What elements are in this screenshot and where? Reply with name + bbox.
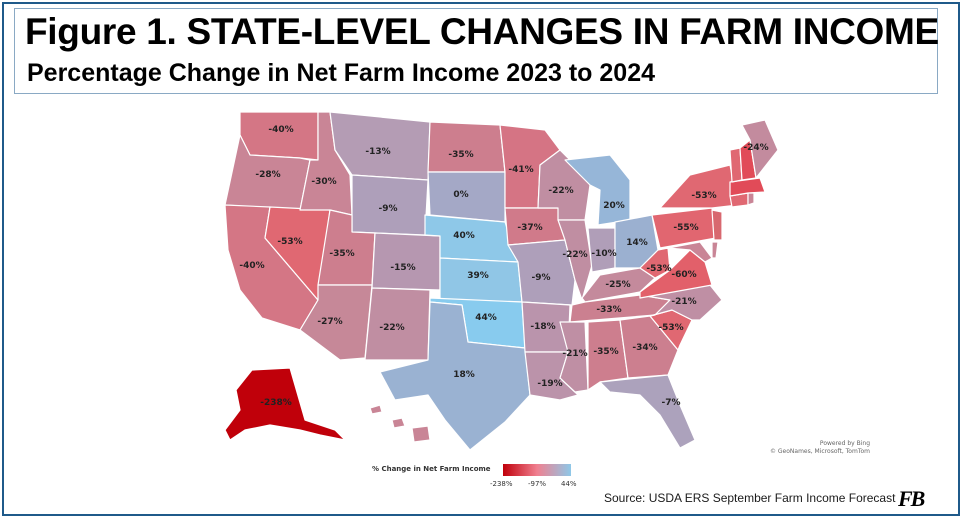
label-TX: 18% — [453, 370, 475, 380]
state-ME — [741, 119, 779, 179]
state-GA — [619, 315, 679, 379]
label-PA: -55% — [673, 223, 698, 233]
label-TN: -33% — [596, 305, 621, 315]
label-AL: -35% — [593, 347, 618, 357]
legend-tick-max: 44% — [561, 480, 577, 488]
label-ID: -30% — [311, 177, 336, 187]
state-NJ — [711, 209, 723, 241]
state-AK — [224, 367, 346, 441]
state-MS — [559, 321, 589, 393]
figure-title: Figure 1. STATE-LEVEL CHANGES IN FARM IN… — [25, 11, 939, 52]
source-note: Source: USDA ERS September Farm Income F… — [604, 491, 896, 505]
label-NE: 40% — [453, 231, 475, 241]
legend-color-bar — [503, 464, 571, 476]
legend-tick-mid: -97% — [528, 480, 547, 488]
figure-subtitle: Percentage Change in Net Farm Income 202… — [27, 59, 656, 87]
state-RI — [747, 192, 755, 206]
fb-logo: FB — [898, 486, 925, 511]
label-FL: -7% — [661, 398, 680, 408]
state-MI — [564, 154, 631, 226]
label-MI: 20% — [603, 201, 625, 211]
label-KS: 39% — [467, 271, 489, 281]
label-NC: -21% — [671, 297, 696, 307]
label-MN: -41% — [508, 165, 533, 175]
state-WV — [639, 247, 671, 279]
label-ME: -24% — [743, 143, 768, 153]
state-WA — [239, 111, 319, 161]
label-OH: 14% — [626, 238, 648, 248]
label-OR: -28% — [255, 170, 280, 180]
state-CO — [371, 232, 441, 291]
label-WA: -40% — [268, 125, 293, 135]
title-box: Figure 1. STATE-LEVEL CHANGES IN FARM IN… — [14, 8, 939, 94]
label-AK: -238% — [260, 398, 292, 408]
state-TX — [379, 301, 531, 451]
label-AR: -18% — [530, 322, 555, 332]
label-CA: -40% — [239, 261, 264, 271]
state-IL — [557, 219, 593, 301]
label-MO: -9% — [531, 273, 550, 283]
label-MS: -21% — [562, 349, 587, 359]
state-HI — [369, 404, 431, 443]
label-ND: -35% — [448, 150, 473, 160]
label-WY: -9% — [378, 204, 397, 214]
state-labels: -40% -28% -40% -53% -30% -13% -9% -35% -… — [239, 125, 768, 408]
label-SD: 0% — [453, 190, 468, 200]
label-OK: 44% — [475, 313, 497, 323]
label-IN: -10% — [591, 249, 616, 259]
label-IL: -22% — [562, 250, 587, 260]
label-NM: -22% — [379, 323, 404, 333]
state-MD — [667, 241, 713, 263]
label-UT: -35% — [329, 249, 354, 259]
label-WI: -22% — [548, 186, 573, 196]
label-LA: -19% — [537, 379, 562, 389]
label-VA: -60% — [671, 270, 696, 280]
label-KY: -25% — [605, 280, 630, 290]
label-MT: -13% — [365, 147, 390, 157]
state-NY — [659, 164, 739, 209]
label-AZ: -27% — [317, 317, 342, 327]
state-FL — [599, 374, 696, 449]
legend-tick-min: -238% — [490, 480, 513, 488]
label-NV: -53% — [277, 237, 302, 247]
label-IA: -37% — [517, 223, 542, 233]
attribution-line2: © GeoNames, Microsoft, TomTom — [769, 448, 870, 455]
map-attribution: Powered by Bing © GeoNames, Microsoft, T… — [770, 440, 870, 456]
label-CO: -15% — [390, 263, 415, 273]
label-WV: -53% — [646, 264, 671, 274]
label-GA: -34% — [632, 343, 657, 353]
state-ND — [427, 121, 506, 173]
label-SC: -53% — [658, 323, 683, 333]
attribution-line1: Powered by Bing — [819, 440, 870, 447]
label-NY: -53% — [691, 191, 716, 201]
legend-title: % Change in Net Farm Income — [372, 465, 491, 473]
state-DE — [711, 241, 719, 259]
